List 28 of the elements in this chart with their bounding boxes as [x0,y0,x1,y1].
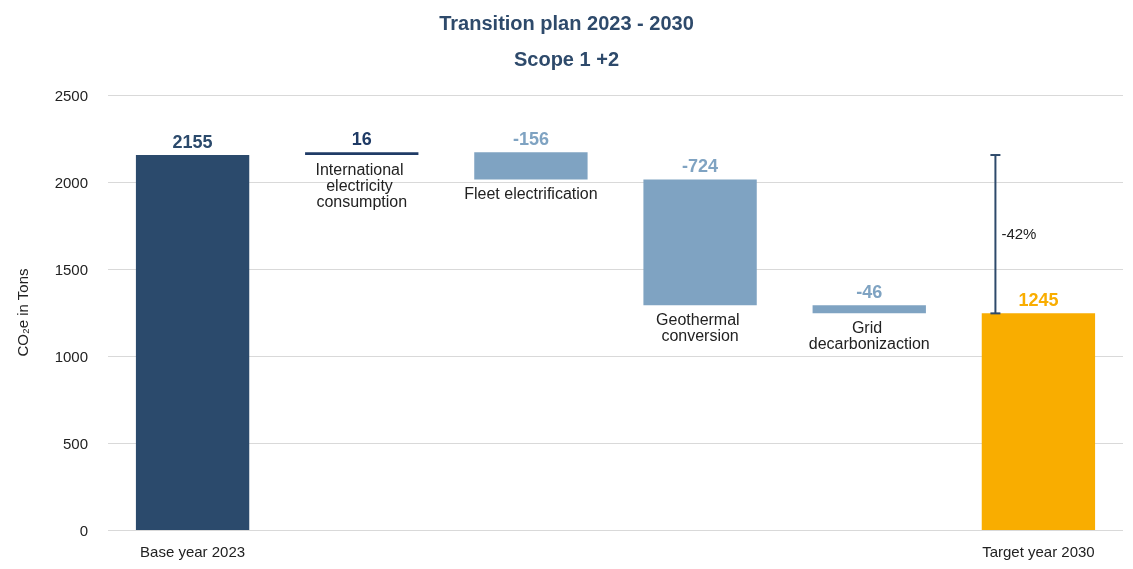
data-label: -724 [682,156,719,177]
x-tick-label: Base year 2023 [140,543,246,560]
y-tick-label: 500 [62,434,88,452]
bar [305,152,419,156]
data-label: 16 [351,129,372,150]
data-label: 1245 [1018,290,1059,311]
data-label: -46 [856,282,883,303]
bar [981,313,1096,530]
y-axis-title: CO₂e in Tons [14,268,31,357]
bar [135,155,250,530]
bar [643,179,757,306]
x-tick-label: Fleet electrification [464,184,598,202]
y-tick-label: 0 [79,521,88,539]
x-tick-label: Target year 2030 [982,543,1095,560]
bar [812,305,926,314]
x-tick-label: Geothermal conversion [656,310,745,344]
y-tick-label: 1000 [54,347,88,365]
y-tick-label: 1500 [54,260,88,278]
x-tick-label: International electricity consumption [315,160,409,210]
y-tick-label: 2500 [54,86,88,104]
annotation: -42% [1001,225,1037,243]
data-label: -156 [512,129,549,150]
chart-title: Transition plan 2023 - 2030 [439,12,694,34]
bar [474,152,588,180]
data-label: 2155 [172,132,213,153]
y-tick-label: 2000 [54,173,88,191]
chart-subtitle: Scope 1 +2 [513,48,620,70]
x-tick-label: Grid decarbonizaction [808,318,930,352]
